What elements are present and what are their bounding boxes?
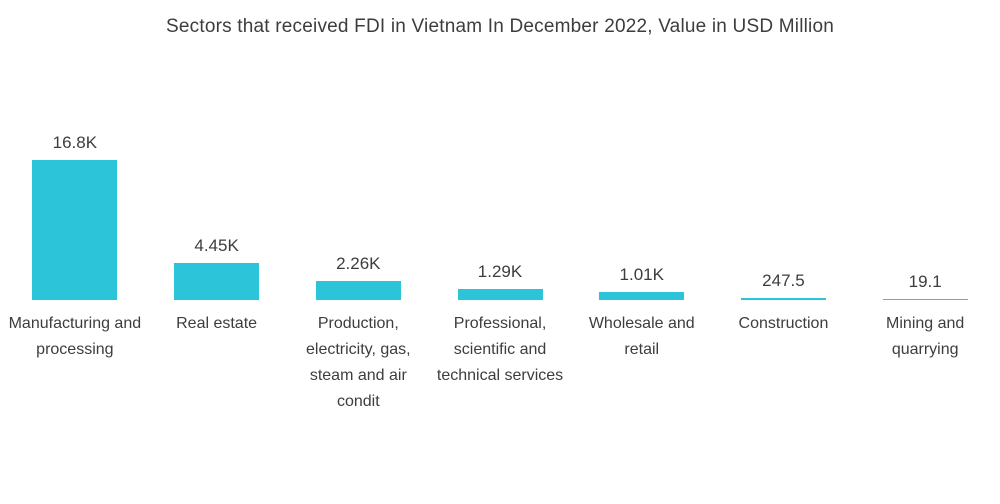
value-label: 4.45K (194, 235, 239, 255)
chart-title: Sectors that received FDI in Vietnam In … (166, 16, 834, 37)
bar (32, 160, 118, 300)
bar (315, 281, 401, 300)
bar-zone: 247.5 (740, 128, 826, 300)
bar-zone: 4.45K (174, 128, 260, 300)
bar (457, 289, 543, 300)
chart-column: 2.26K Production, electricity, gas, steam… (287, 128, 429, 415)
value-label: 2.26K (336, 254, 381, 274)
bar (174, 262, 260, 300)
category-label: Production, electricity, gas, steam and … (305, 315, 411, 410)
bar-zone: 1.29K (457, 128, 543, 300)
category-label: Professional, scientific and technical s… (436, 315, 564, 384)
value-label: 1.29K (477, 262, 523, 282)
value-label: 1.01K (619, 264, 664, 284)
chart-column: 4.45K Real estate (146, 128, 288, 337)
bar-zone: 16.8K (32, 128, 118, 300)
bar (740, 297, 826, 300)
value-label: 247.5 (762, 270, 805, 290)
chart-column: 1.01K Wholesale and retail (571, 128, 713, 363)
chart-column: 19.1 Mining and quarrying (854, 128, 996, 363)
bar-columns: 16.8K Manufacturing and processing 4.45K Re… (4, 128, 996, 415)
category-label: Real estate (176, 315, 258, 332)
bar (882, 299, 968, 300)
category-label: Wholesale and retail (588, 315, 695, 358)
bar-zone: 2.26K (315, 128, 401, 300)
chart-column: 16.8K Manufacturing and processing (4, 128, 146, 363)
category-label: Manufacturing and processing (8, 315, 142, 358)
value-label: 16.8K (52, 133, 98, 152)
bar-zone: 1.01K (599, 128, 685, 300)
category-label: Mining and quarrying (886, 315, 965, 358)
bar-zone: 19.1 (882, 128, 968, 300)
value-label: 19.1 (908, 272, 942, 291)
category-label: Construction (738, 315, 829, 332)
chart-column: 247.5 Construction (713, 128, 855, 337)
bar (599, 291, 685, 300)
chart-column: 1.29K Professional, scientific and techni… (429, 128, 571, 389)
